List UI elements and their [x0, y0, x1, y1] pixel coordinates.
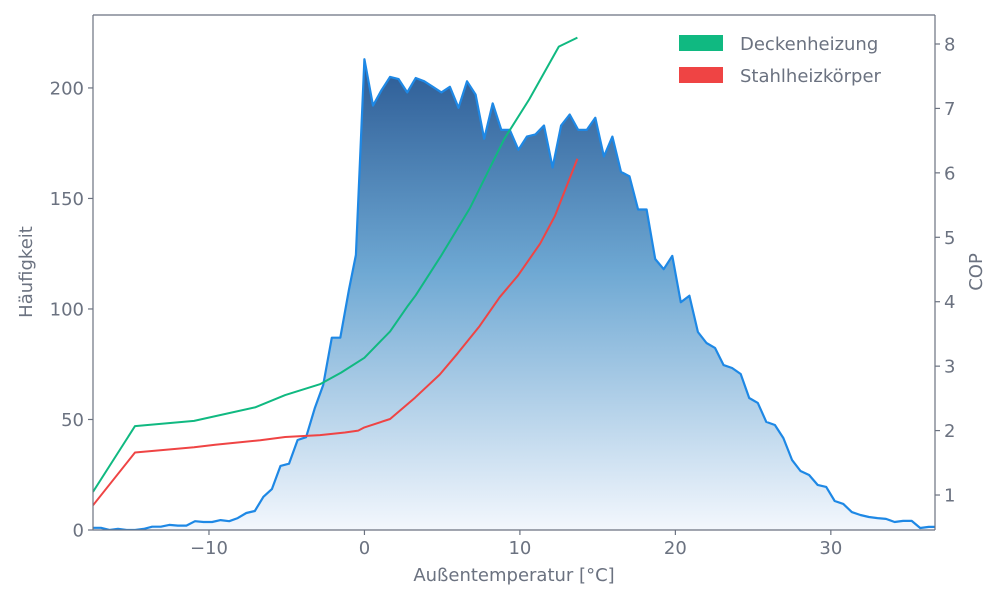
legend: Deckenheizung Stahlheizkörper — [679, 34, 882, 87]
y-axis-title: Häufigkeit — [16, 226, 37, 318]
y-axis-ticks: 0 50 100 150 200 — [50, 78, 93, 542]
x-axis-title: Außentemperatur [°C] — [413, 565, 614, 586]
histogram-area — [93, 59, 935, 530]
legend-label-deckenheizung: Deckenheizung — [740, 34, 878, 55]
y-tick-label: 200 — [50, 78, 84, 99]
y2-axis-ticks: 1 2 3 4 5 6 7 8 — [935, 34, 955, 507]
x-tick-label: 10 — [508, 538, 531, 559]
y2-tick-label: 7 — [944, 99, 955, 120]
x-tick-label: −10 — [190, 538, 228, 559]
y2-tick-label: 2 — [944, 421, 955, 442]
y-tick-label: 150 — [50, 189, 84, 210]
y2-tick-label: 5 — [944, 228, 955, 249]
y2-tick-label: 4 — [944, 292, 955, 313]
y-tick-label: 0 — [73, 521, 84, 542]
legend-swatch-stahlheizkoerper — [679, 67, 723, 83]
legend-swatch-deckenheizung — [679, 35, 723, 51]
series-line-stahlheizkoerper — [93, 158, 579, 506]
y2-tick-label: 3 — [944, 357, 955, 378]
x-tick-label: 20 — [664, 538, 687, 559]
y-tick-label: 50 — [61, 410, 84, 431]
series-line-deckenheizung — [93, 36, 578, 493]
y2-axis-title: COP — [966, 253, 987, 291]
x-tick-label: 30 — [819, 538, 842, 559]
legend-label-stahlheizkoerper: Stahlheizkörper — [740, 66, 882, 87]
y2-tick-label: 8 — [944, 34, 955, 55]
y2-tick-label: 6 — [944, 163, 955, 184]
histogram-line — [93, 58, 935, 530]
x-tick-label: 0 — [359, 538, 370, 559]
y-tick-label: 100 — [50, 299, 84, 320]
cop-series-group — [93, 36, 579, 506]
x-axis-ticks: −10 0 10 20 30 — [190, 530, 842, 559]
y2-tick-label: 1 — [944, 486, 955, 507]
plot-area — [93, 36, 935, 530]
